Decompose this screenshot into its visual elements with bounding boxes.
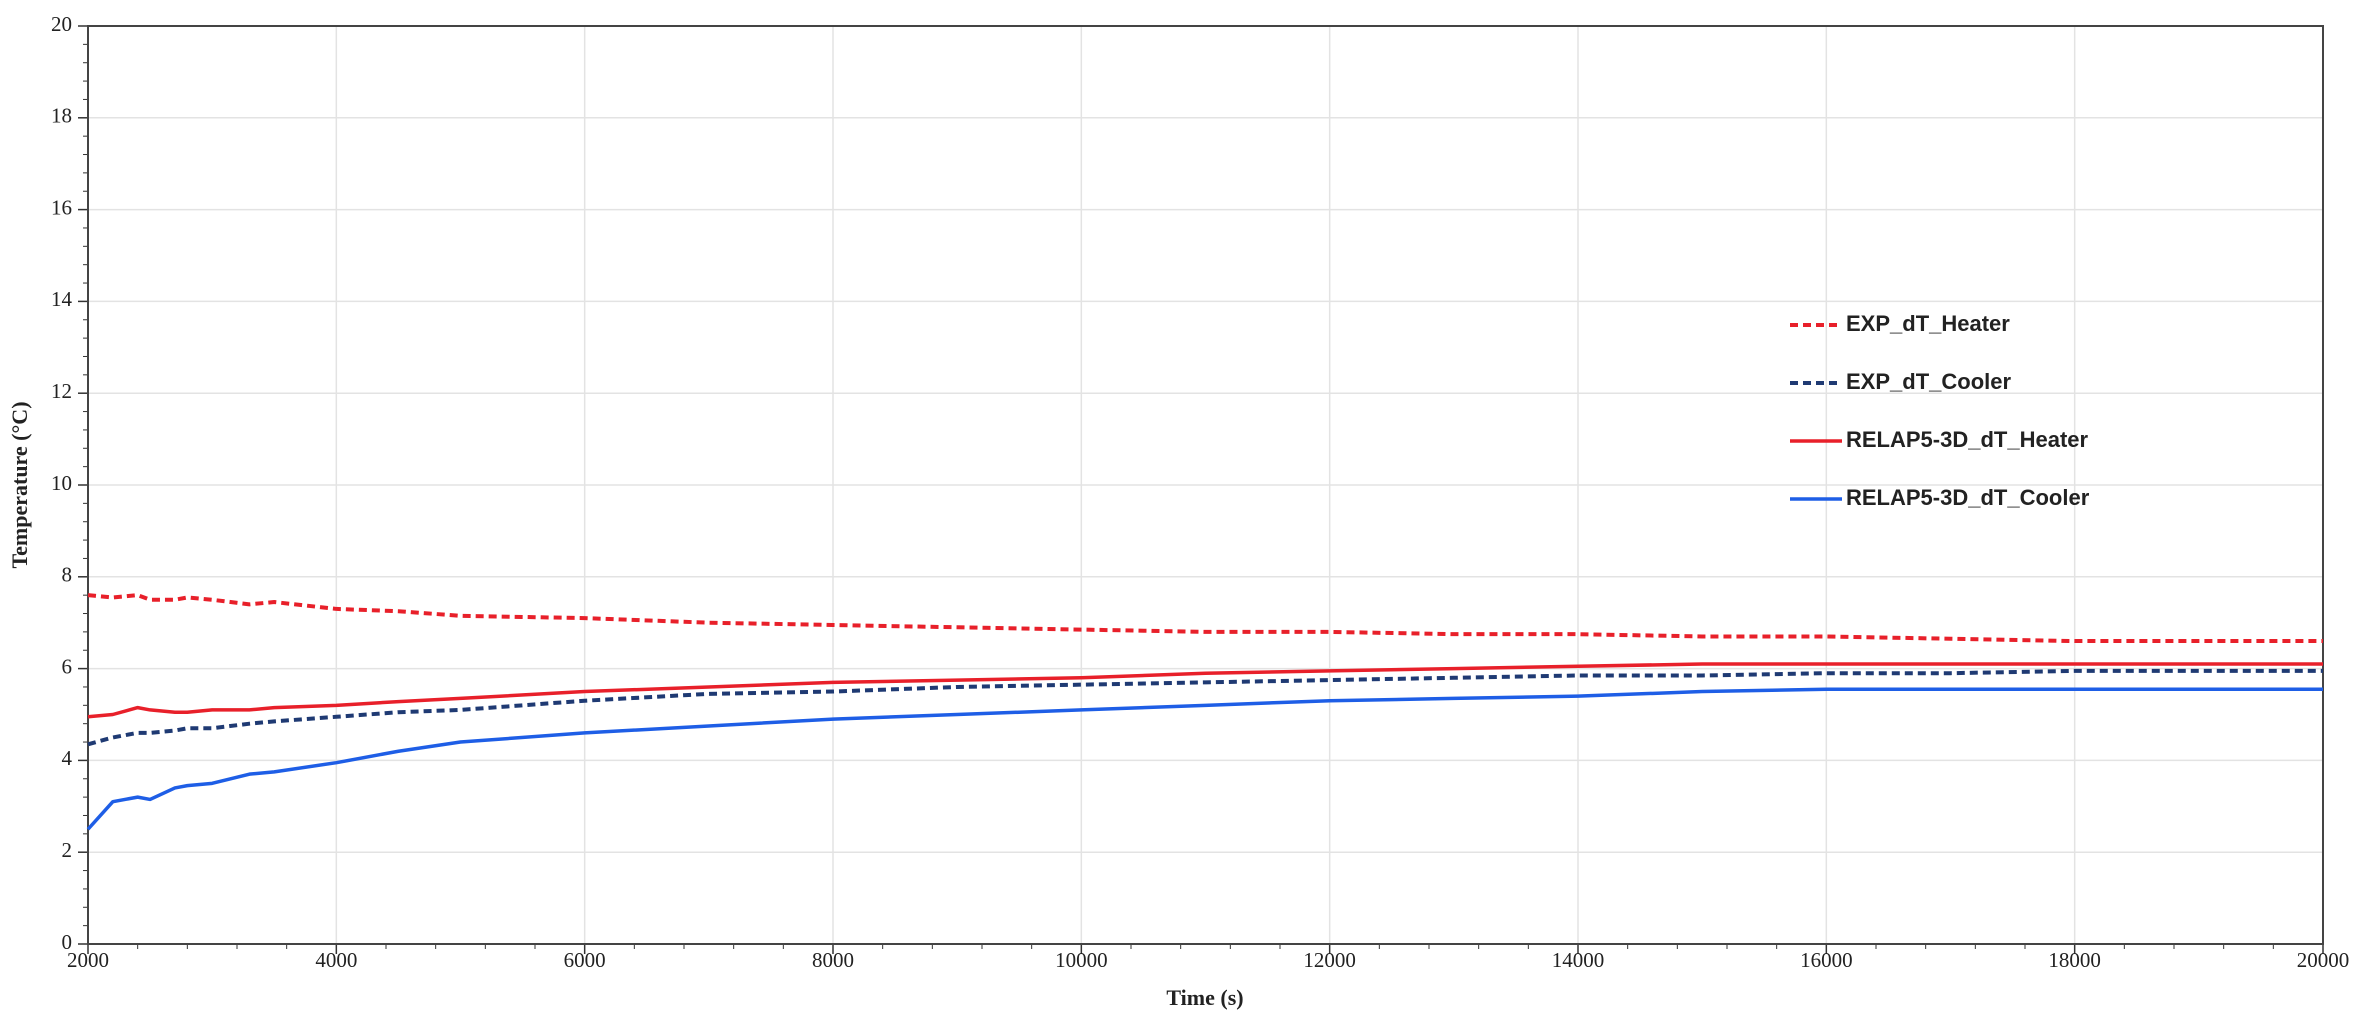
y-tick-label: 18: [51, 104, 72, 128]
y-tick-label: 16: [51, 195, 72, 219]
series-line: [86, 687, 2323, 831]
y-tick-label: 0: [62, 930, 73, 954]
legend-label: EXP_dT_Cooler: [1846, 369, 2011, 394]
x-tick-label: 12000: [1303, 948, 1356, 972]
plot-frame: [87, 25, 2324, 945]
y-axis-title: Temperature (°C): [7, 401, 32, 568]
y-tick-label: 10: [51, 471, 72, 495]
legend-label: EXP_dT_Heater: [1846, 311, 2010, 336]
y-tick-label: 8: [62, 563, 73, 587]
legend-label: RELAP5-3D_dT_Cooler: [1846, 485, 2090, 510]
y-tick-label: 14: [51, 287, 73, 311]
x-tick-label: 10000: [1055, 948, 1108, 972]
series-line: [87, 668, 2323, 747]
series-line: [87, 593, 2323, 644]
x-tick-label: 6000: [564, 948, 606, 972]
x-axis-title: Time (s): [1166, 985, 1243, 1010]
legend-label: RELAP5-3D_dT_Heater: [1846, 427, 2089, 452]
y-tick-label: 20: [51, 12, 72, 36]
x-tick-label: 20000: [2297, 948, 2350, 972]
y-tick-label: 12: [51, 379, 72, 403]
y-tick-label: 4: [62, 746, 73, 770]
series-line: [87, 662, 2323, 719]
x-tick-label: 8000: [812, 948, 854, 972]
x-tick-label: 4000: [315, 948, 357, 972]
y-tick-label: 2: [62, 838, 73, 862]
x-tick-label: 18000: [2048, 948, 2101, 972]
x-tick-label: 2000: [67, 948, 109, 972]
y-tick-label: 6: [62, 654, 73, 678]
x-tick-label: 16000: [1800, 948, 1853, 972]
x-tick-label: 14000: [1552, 948, 1605, 972]
